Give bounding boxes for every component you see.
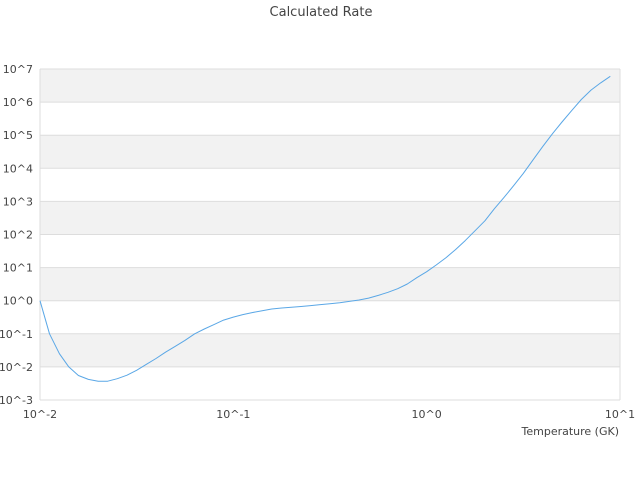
x-tick-label: 10^1 xyxy=(605,408,635,421)
x-axis-label: Temperature (GK) xyxy=(521,425,620,438)
series-line xyxy=(39,75,611,382)
x-tick-label: 10^-2 xyxy=(23,408,57,421)
y-tick-label: 10^4 xyxy=(3,162,33,175)
y-tick-label: 10^-1 xyxy=(0,328,33,341)
x-tick-label: 10^-1 xyxy=(216,408,250,421)
grid-band xyxy=(40,366,620,400)
grid-band xyxy=(40,333,620,367)
y-tick-label: 10^2 xyxy=(3,229,33,242)
grid-band xyxy=(40,102,620,136)
grid-band xyxy=(40,201,620,235)
x-tick-label: 10^0 xyxy=(412,408,442,421)
y-tick-label: 10^6 xyxy=(3,96,33,109)
y-tick-label: 10^7 xyxy=(3,63,33,76)
grid-band xyxy=(40,69,620,103)
grid-band xyxy=(40,267,620,301)
grid-band xyxy=(40,135,620,169)
series-group xyxy=(39,75,611,382)
y-tick-label: 10^-2 xyxy=(0,361,33,374)
y-tick-label: 10^5 xyxy=(3,129,33,142)
grid-band xyxy=(40,234,620,268)
grid-band xyxy=(40,300,620,334)
y-axis: 10^-3 10^-2 10^-1 10^0 10^1 10^2 10^3 10^4 10^5 1… xyxy=(0,63,33,407)
y-tick-label: 10^3 xyxy=(3,195,33,208)
y-tick-label: 10^-3 xyxy=(0,394,33,407)
x-axis: 10^-2 10^-1 10^0 10^1 xyxy=(23,408,635,421)
chart-title: Calculated Rate xyxy=(270,5,373,20)
grid-band xyxy=(40,168,620,202)
y-tick-label: 10^1 xyxy=(3,262,33,275)
gridlines xyxy=(39,68,621,401)
y-tick-label: 10^0 xyxy=(3,295,33,308)
